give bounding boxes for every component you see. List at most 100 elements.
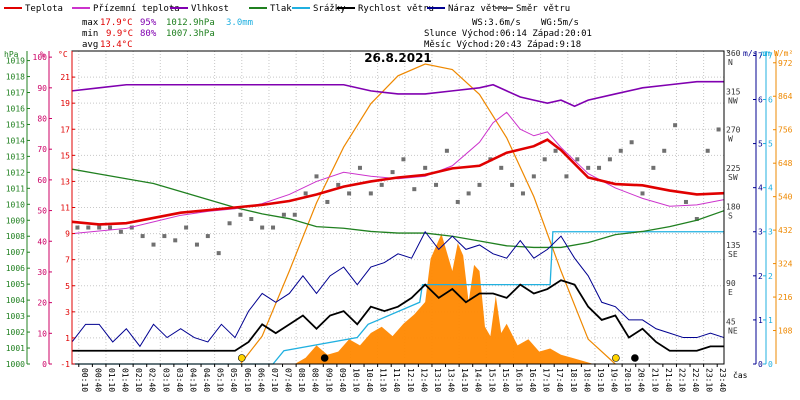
chart-title: 26.8.2021 (364, 51, 432, 65)
pct-axis-label: % (40, 50, 45, 59)
hpa-tick-label: 1009 (6, 216, 25, 225)
hpa-tick-label: 1006 (6, 264, 25, 273)
x-tick-label: 07:10 (270, 368, 279, 392)
x-tick-label: 04:10 (188, 368, 197, 392)
stat-max-hum: 95% (140, 18, 157, 28)
wind-direction-point (401, 157, 406, 162)
hpa-tick-label: 1013 (6, 152, 25, 161)
wind-direction-point (651, 165, 656, 170)
wind-direction-point (455, 199, 460, 204)
temp-axis-label: °C (58, 50, 68, 59)
x-tick-label: 06:10 (243, 368, 252, 392)
wm2-tick-label: 648 (778, 159, 793, 168)
wind-direction-point (260, 225, 265, 230)
wm2-tick-label: 972 (778, 59, 793, 68)
wm2-tick-label: 108 (778, 327, 793, 336)
axes: 00:10 00:40 01:10 01:40 02:10 02:40 03:10 03:40… (4, 49, 793, 392)
legend-label: Srážky (313, 4, 346, 14)
pct-tick-label: 0 (42, 360, 47, 369)
deg-tick-label: 45 (726, 318, 736, 327)
x-tick-label: 04:40 (202, 368, 211, 392)
stat-min-temp: 9.9°C (106, 29, 133, 39)
x-tick-label: 09:10 (324, 368, 333, 392)
wind-direction-point (477, 182, 482, 187)
wind-direction-point (238, 212, 243, 217)
wind-direction-point (390, 170, 395, 175)
wind-direction-point (586, 165, 591, 170)
temp-tick-label: 19 (60, 99, 70, 108)
mm-tick-label: 5 (768, 140, 773, 149)
pct-tick-label: 10 (37, 329, 47, 338)
hpa-tick-label: 1003 (6, 312, 25, 321)
wind-direction-point (553, 148, 558, 153)
x-tick-label: 00:40 (93, 368, 102, 392)
mm-axis-label: mm (761, 49, 771, 58)
x-tick-label: 08:40 (311, 368, 320, 392)
deg-tick-label: 360 (726, 49, 741, 58)
info-moon: Měsíc Východ:20:43 Západ:9:18 (424, 40, 581, 50)
wind-direction-point (575, 157, 580, 162)
series-rain (72, 231, 724, 365)
wind-direction-point (216, 251, 221, 256)
wind-direction-point (673, 123, 678, 128)
stat-avg-label: avg (82, 40, 98, 50)
stat-max-rain: 3.0mm (226, 18, 253, 28)
hpa-tick-label: 1007 (6, 248, 25, 257)
wind-direction-point (510, 182, 515, 187)
wind-direction-point (173, 238, 178, 243)
wind-direction-point (640, 191, 645, 196)
x-tick-label: 10:40 (365, 368, 374, 392)
x-tick-label: 01:10 (107, 368, 116, 392)
wind-direction-point (108, 225, 113, 230)
x-tick-label: 14:40 (474, 368, 483, 392)
series-teplota (71, 138, 725, 226)
deg-tick-label: 225 (726, 164, 741, 173)
hpa-tick-label: 1011 (6, 184, 25, 193)
deg-tick-label: 315 (726, 87, 741, 96)
x-tick-label: 02:10 (134, 368, 143, 392)
x-tick-label: 21:40 (664, 368, 673, 392)
wind-direction-point (564, 174, 569, 179)
wind-direction-point (86, 225, 91, 230)
wind-direction-point (205, 234, 210, 239)
stat-max-label: max (82, 18, 99, 28)
x-tick-label: 18:10 (569, 368, 578, 392)
ms-tick-label: 5 (758, 140, 763, 149)
pct-tick-label: 70 (37, 145, 47, 154)
wind-direction-point (249, 217, 254, 222)
temp-tick-label: 1 (65, 334, 70, 343)
stat-max-temp: 17.9°C (100, 18, 133, 28)
wind-direction-point (347, 191, 352, 196)
wind-direction-point (227, 221, 232, 226)
x-tick-label: 22:10 (677, 368, 686, 392)
wind-direction-point (325, 199, 330, 204)
wind-direction-point (75, 225, 80, 230)
x-tick-label: 05:10 (216, 368, 225, 392)
wind-direction-point (618, 148, 623, 153)
wind-direction-point (607, 157, 612, 162)
wind-direction-point (412, 187, 417, 192)
stat-min-press: 1007.3hPa (166, 29, 215, 39)
stat-max-press: 1012.9hPa (166, 18, 215, 28)
wind-direction-point (314, 174, 319, 179)
series-measured-radiation (294, 233, 594, 364)
info-sun: Slunce Východ:06:14 Západ:20:01 (424, 29, 592, 39)
x-tick-label: 19:40 (610, 368, 619, 392)
wm2-tick-label: 756 (778, 126, 793, 135)
hpa-tick-label: 1014 (6, 136, 25, 145)
wind-direction-point (423, 165, 428, 170)
hpa-tick-label: 1002 (6, 328, 25, 337)
wind-direction-point (705, 148, 710, 153)
ms-tick-label: 0 (758, 360, 763, 369)
hpa-tick-label: 1000 (6, 360, 25, 369)
x-tick-label: 15:40 (501, 368, 510, 392)
hpa-tick-label: 1012 (6, 168, 25, 177)
info-block: WS:3.6m/s WG:5m/s Slunce Východ:06:14 Zá… (424, 18, 592, 50)
wind-direction-point (194, 242, 199, 247)
x-tick-label: 11:40 (392, 368, 401, 392)
wm2-tick-label: 864 (778, 92, 793, 101)
x-tick-label: 05:40 (229, 368, 238, 392)
wind-direction-point (716, 127, 721, 132)
